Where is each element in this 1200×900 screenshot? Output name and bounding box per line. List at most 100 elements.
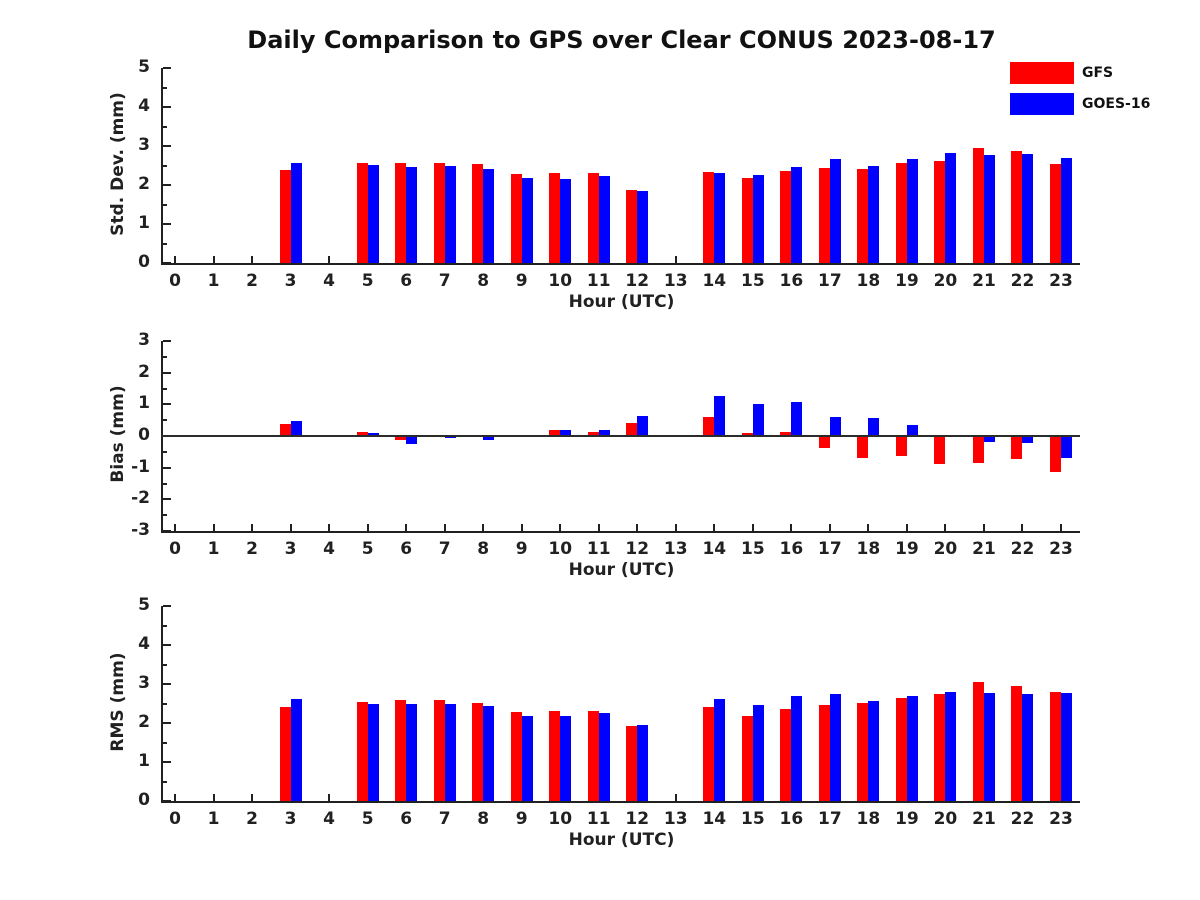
bar-gfs-h3 [279, 706, 291, 801]
bar-goes-16-h15 [752, 404, 764, 436]
bar-goes-16-h7 [444, 704, 456, 801]
y-tick [163, 466, 171, 469]
bar-goes-16-h8 [483, 436, 495, 440]
x-tick-label: 23 [1049, 809, 1073, 829]
x-tick-label: 6 [400, 539, 413, 559]
y-axis-spine [161, 341, 163, 533]
y-minor-tick [163, 450, 167, 453]
x-tick [212, 794, 215, 801]
bar-goes-16-h12 [637, 190, 649, 263]
bar-gfs-h23 [1050, 692, 1061, 801]
x-tick [251, 524, 254, 531]
bar-goes-16-h5 [367, 703, 379, 801]
x-axis-spine [161, 801, 1080, 803]
x-tick [713, 524, 716, 531]
y-axis-title: Std. Dev. (mm) [108, 91, 128, 236]
x-tick-label: 19 [895, 271, 919, 291]
y-tick [163, 67, 171, 69]
y-minor-tick [163, 86, 167, 89]
x-tick-label: 10 [548, 271, 573, 291]
x-tick-label: 0 [169, 539, 181, 559]
y-tick-label: 3 [138, 673, 150, 693]
bar-gfs-h10 [549, 710, 561, 801]
y-axis-spine [161, 606, 163, 803]
y-tick [163, 145, 171, 147]
y-minor-tick [163, 125, 167, 128]
bar-goes-16-h14 [714, 698, 726, 801]
y-tick-label: 4 [138, 96, 150, 116]
bar-gfs-h20 [934, 161, 946, 263]
x-tick-label: 22 [1010, 539, 1035, 559]
y-tick [163, 403, 171, 406]
bar-gfs-h17 [818, 705, 830, 801]
y-tick-label: 1 [138, 213, 150, 233]
x-tick-label: 21 [972, 271, 996, 291]
bar-goes-16-h5 [367, 433, 379, 436]
bar-gfs-h3 [279, 423, 291, 436]
x-tick-label: 7 [438, 809, 451, 829]
y-tick [163, 605, 171, 607]
bar-goes-16-h19 [906, 424, 918, 436]
bar-gfs-h14 [703, 416, 715, 436]
x-tick-label: 11 [586, 271, 611, 291]
y-tick [163, 683, 171, 685]
bar-goes-16-h7 [444, 165, 456, 263]
x-tick-label: 13 [663, 539, 688, 559]
bar-gfs-h6 [395, 700, 407, 801]
bar-gfs-h5 [356, 701, 368, 801]
y-tick-label: 2 [138, 174, 150, 194]
y-axis-title: Bias (mm) [108, 385, 128, 483]
bar-goes-16-h21 [983, 155, 995, 263]
y-minor-tick [163, 514, 167, 517]
y-minor-tick [163, 702, 167, 705]
x-tick [982, 524, 985, 531]
bar-gfs-h16 [780, 170, 792, 263]
bar-gfs-h23 [1050, 164, 1061, 263]
x-tick-label: 22 [1010, 809, 1035, 829]
bar-goes-16-h16 [791, 402, 803, 436]
x-tick [251, 794, 254, 801]
y-tick [163, 262, 171, 264]
y-minor-tick [163, 203, 167, 206]
x-tick-label: 9 [515, 539, 528, 559]
x-tick-label: 23 [1049, 539, 1073, 559]
y-tick-label: 0 [138, 790, 150, 810]
bar-goes-16-h9 [521, 177, 533, 263]
bar-gfs-h22 [1011, 686, 1023, 801]
x-axis-spine [161, 263, 1080, 265]
x-tick-label: 4 [323, 539, 335, 559]
y-axis-spine [161, 68, 163, 265]
x-tick-label: 8 [477, 539, 490, 559]
y-tick [163, 106, 171, 108]
x-tick-label: 8 [477, 271, 490, 291]
x-tick-label: 17 [818, 539, 842, 559]
y-tick [163, 223, 171, 225]
bar-gfs-h21 [972, 436, 984, 463]
bar-gfs-h5 [356, 162, 368, 263]
y-tick [163, 530, 171, 532]
bar-goes-16-h15 [752, 174, 764, 263]
bar-gfs-h12 [626, 189, 638, 263]
legend-label-goes16: GOES-16 [1082, 96, 1151, 112]
bar-goes-16-h18 [868, 417, 880, 436]
x-tick-label: 14 [702, 271, 727, 291]
x-tick-label: 2 [246, 539, 258, 559]
bar-gfs-h8 [472, 163, 484, 263]
x-tick-label: 2 [246, 271, 258, 291]
y-tick-label: 3 [138, 135, 150, 155]
x-tick-label: 21 [972, 539, 996, 559]
y-minor-tick [163, 242, 167, 245]
x-tick-label: 18 [856, 539, 881, 559]
bar-gfs-h21 [972, 148, 984, 263]
x-tick-label: 15 [740, 809, 765, 829]
x-tick-label: 6 [400, 809, 413, 829]
x-tick [251, 256, 254, 263]
x-tick-label: 15 [740, 271, 765, 291]
bar-gfs-h21 [972, 682, 984, 801]
legend-swatch-goes16 [1010, 93, 1074, 115]
x-tick-label: 5 [361, 809, 374, 829]
x-tick [674, 256, 677, 263]
y-tick [163, 800, 171, 802]
bar-goes-16-h23 [1061, 158, 1072, 263]
x-tick-label: 20 [933, 809, 958, 829]
